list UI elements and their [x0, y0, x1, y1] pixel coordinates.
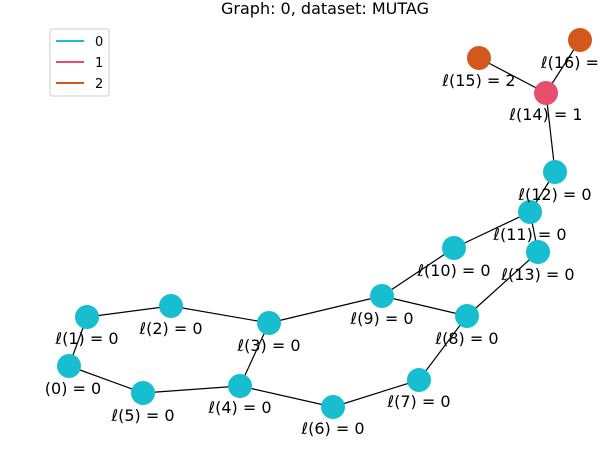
edge-4-5 — [142, 385, 241, 394]
legend-label-1: 1 — [95, 56, 103, 71]
node-label-4: ℓ(4) = 0 — [207, 398, 271, 417]
node-16 — [568, 28, 592, 52]
node-label-11: ℓ(11) = 0 — [492, 225, 566, 244]
node-11 — [518, 200, 542, 224]
node-label-10: ℓ(10) = 0 — [416, 261, 490, 280]
edge-14-15 — [478, 57, 547, 94]
edge-1-2 — [86, 305, 172, 318]
node-2 — [159, 294, 183, 318]
edge-8-9 — [381, 295, 468, 317]
edge-10-11 — [453, 211, 531, 249]
edge-12-14 — [545, 92, 556, 173]
node-label-3: ℓ(3) = 0 — [236, 336, 300, 355]
edge-9-10 — [381, 247, 455, 297]
node-label-8: ℓ(8) = 0 — [434, 329, 498, 348]
legend: 0 1 2 — [49, 28, 110, 97]
label-layer: (0) = 0 ℓ(1) = 0 ℓ(2) = 0 ℓ(3) = 0 ℓ(4) = 0 ℓ… — [45, 53, 599, 438]
node-3 — [257, 311, 281, 335]
node-9 — [370, 284, 394, 308]
node-label-6: ℓ(6) = 0 — [300, 419, 364, 438]
node-1 — [75, 305, 99, 329]
node-8 — [455, 304, 479, 328]
node-10 — [442, 236, 466, 260]
node-label-0: (0) = 0 — [45, 379, 101, 398]
node-label-5: ℓ(5) = 0 — [110, 406, 174, 425]
node-label-15: ℓ(15) = 2 — [441, 71, 515, 90]
node-0 — [57, 354, 81, 378]
legend-label-0: 0 — [95, 35, 103, 50]
node-layer — [57, 28, 592, 419]
edge-9-3 — [268, 295, 383, 324]
edge-6-7 — [332, 379, 420, 408]
legend-label-2: 2 — [95, 77, 103, 92]
edge-13-8 — [466, 251, 539, 317]
edge-2-3 — [170, 305, 270, 324]
node-5 — [131, 381, 155, 405]
node-4 — [228, 374, 252, 398]
node-6 — [321, 395, 345, 419]
edge-5-0 — [68, 365, 144, 394]
node-12 — [543, 160, 567, 184]
node-label-14: ℓ(14) = 1 — [508, 105, 582, 124]
node-label-7: ℓ(7) = 0 — [386, 392, 450, 411]
node-14 — [534, 81, 558, 105]
node-13 — [526, 240, 550, 264]
edge-7-8 — [418, 315, 468, 381]
node-label-12: ℓ(12) = 0 — [517, 185, 591, 204]
node-label-16: ℓ(16) = — [540, 53, 599, 72]
node-label-2: ℓ(2) = 0 — [138, 319, 202, 338]
node-label-9: ℓ(9) = 0 — [349, 309, 413, 328]
edge-layer — [68, 39, 581, 408]
node-label-13: ℓ(13) = 0 — [500, 265, 574, 284]
node-7 — [407, 368, 431, 392]
node-15 — [467, 46, 491, 70]
edge-4-6 — [239, 385, 334, 408]
node-label-1: ℓ(1) = 0 — [54, 329, 118, 348]
figure-title: Graph: 0, dataset: MUTAG — [221, 0, 429, 18]
